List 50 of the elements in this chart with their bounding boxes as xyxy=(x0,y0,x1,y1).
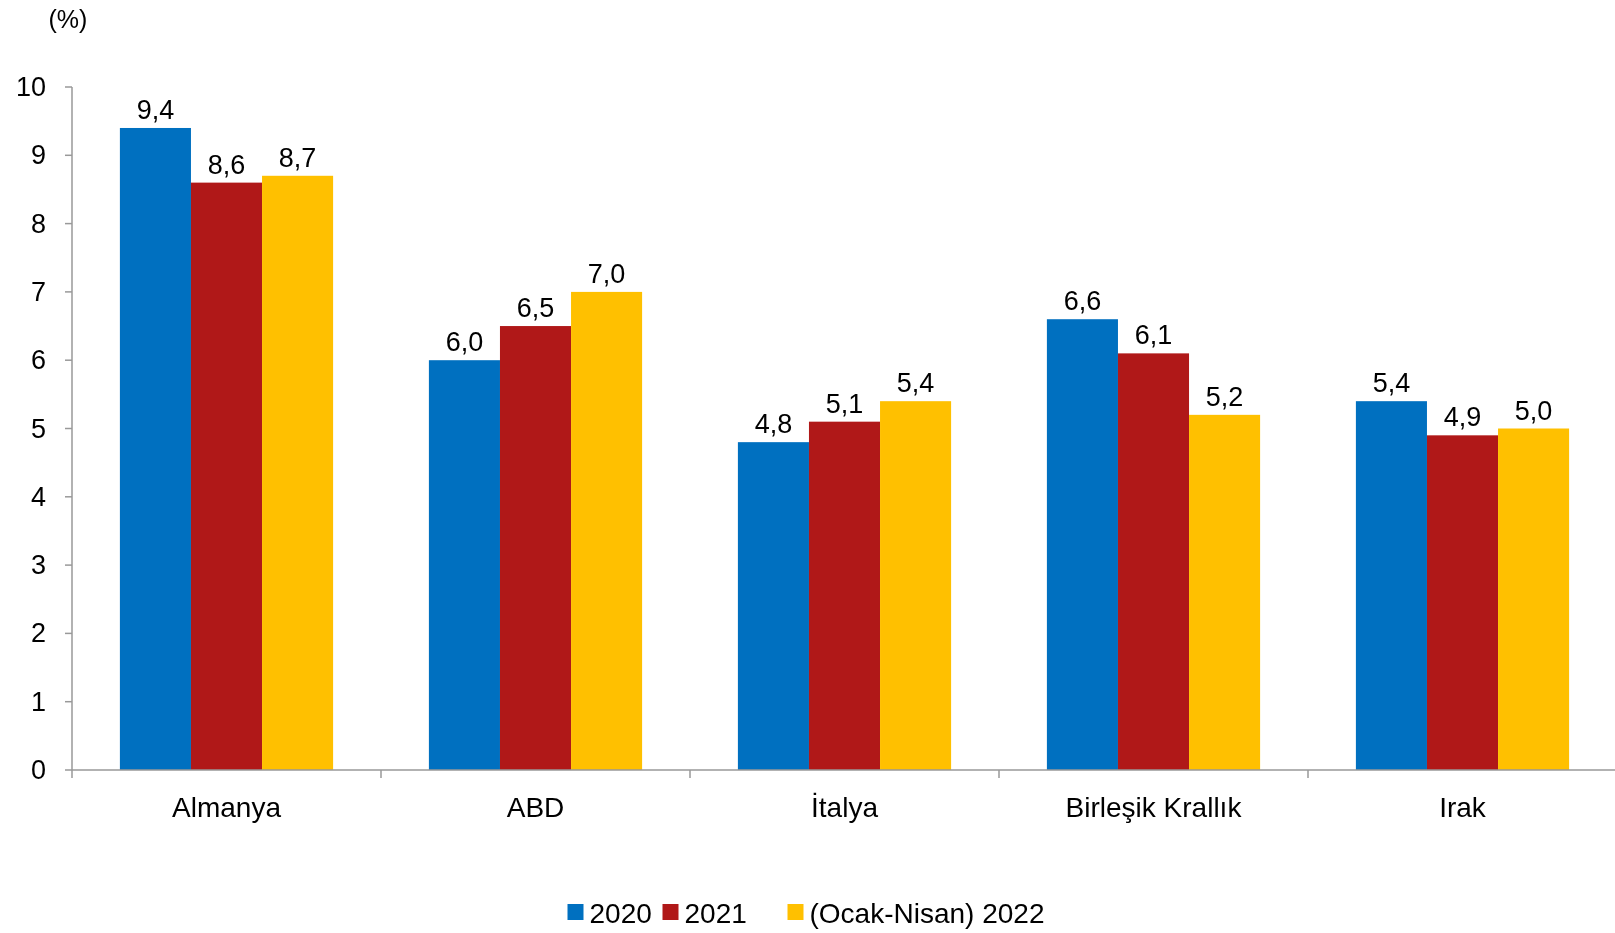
x-tick-label: İtalya xyxy=(811,792,879,823)
data-label: 5,4 xyxy=(1372,368,1411,399)
y-tick-label: 9 xyxy=(30,140,46,171)
legend-label: 2020 xyxy=(589,898,652,929)
bar xyxy=(499,326,572,770)
y-tick-label: 8 xyxy=(30,208,46,239)
bar xyxy=(1046,319,1118,770)
x-tick-label: ABD xyxy=(506,792,565,823)
y-tick-label: 2 xyxy=(30,618,46,649)
y-tick-label: 4 xyxy=(30,481,46,512)
data-label: 6,5 xyxy=(516,293,555,324)
data-label: 4,8 xyxy=(754,409,793,440)
y-tick-label: 10 xyxy=(15,72,46,102)
data-label: 9,4 xyxy=(136,94,175,125)
data-label: 6,1 xyxy=(1134,320,1173,351)
bar xyxy=(262,175,334,770)
bar xyxy=(808,421,881,770)
x-tick-label: Birleşik Krallık xyxy=(1065,792,1243,823)
y-tick-label: 5 xyxy=(30,413,46,444)
bar xyxy=(190,182,263,770)
data-label: 8,7 xyxy=(278,142,317,173)
bar xyxy=(880,401,952,770)
data-label: 4,9 xyxy=(1443,402,1482,433)
bar xyxy=(737,442,809,770)
x-tick-label: Almanya xyxy=(172,792,282,823)
data-label: 5,0 xyxy=(1514,395,1553,426)
bar xyxy=(119,127,191,770)
data-label: 5,2 xyxy=(1205,381,1244,412)
y-axis-title: (%) xyxy=(48,5,88,33)
data-label: 7,0 xyxy=(587,258,626,289)
bar xyxy=(1426,435,1499,770)
bar xyxy=(428,360,500,770)
data-label: 8,6 xyxy=(207,149,246,180)
y-tick-label: 7 xyxy=(30,276,46,307)
y-tick-label: 6 xyxy=(30,345,46,376)
data-label: 5,4 xyxy=(896,368,935,399)
y-tick-label: 1 xyxy=(30,686,46,717)
bar xyxy=(571,291,643,770)
y-tick-label: 3 xyxy=(30,550,46,581)
bar xyxy=(1189,414,1261,770)
legend-label: (Ocak-Nisan) 2022 xyxy=(809,898,1045,929)
data-label: 5,1 xyxy=(825,388,864,419)
x-tick-label: Irak xyxy=(1439,792,1487,823)
bar xyxy=(1498,428,1570,770)
data-label: 6,6 xyxy=(1063,286,1102,317)
bar xyxy=(1117,353,1190,770)
legend-label: 2021 xyxy=(684,898,747,929)
data-label: 6,0 xyxy=(445,327,484,358)
y-tick-label: 0 xyxy=(30,755,46,785)
bar xyxy=(1355,401,1427,770)
